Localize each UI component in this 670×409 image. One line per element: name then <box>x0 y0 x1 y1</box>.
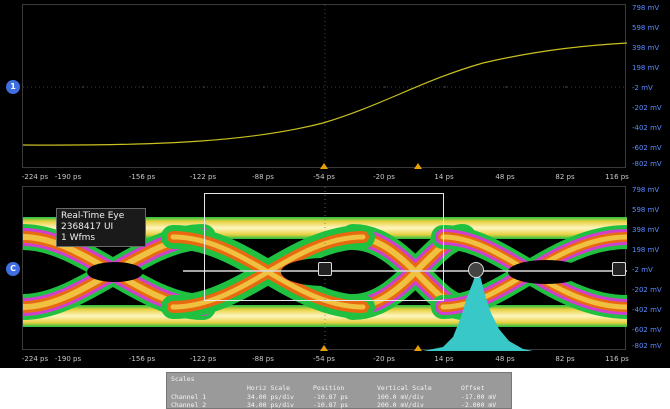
scales-row-ch2: Channel 2 34.00 ps/div -10.87 ps 200.0 m… <box>171 401 511 409</box>
tick: -88 ps <box>252 355 274 363</box>
trigger-marker-bottom[interactable] <box>320 345 328 351</box>
tick: 14 ps <box>434 173 454 181</box>
trigger-marker-top-2[interactable] <box>414 163 422 169</box>
tick: 398 mV <box>632 226 660 234</box>
tick: 48 ps <box>495 355 515 363</box>
tick: -156 ps <box>128 173 156 181</box>
tick: 198 mV <box>632 64 660 72</box>
tick: -224 ps <box>21 173 49 181</box>
tick: 82 ps <box>555 355 575 363</box>
tick: -190 ps <box>54 355 82 363</box>
row-offset: -2.000 mV <box>461 401 497 409</box>
tick: 598 mV <box>632 24 660 32</box>
row-vertical: 200.0 mV/div <box>377 401 424 409</box>
scales-row-ch1: Channel 1 34.00 ps/div -10.87 ps 100.0 m… <box>171 393 511 401</box>
tick: -88 ps <box>252 173 274 181</box>
row-position: -10.87 ps <box>313 393 349 401</box>
jitter-histogram <box>423 269 533 351</box>
tick: -2 mV <box>632 84 653 92</box>
tick: 82 ps <box>555 173 575 181</box>
tick: -602 mV <box>632 144 662 152</box>
eye-label-ui-count: 2368417 UI <box>61 222 114 232</box>
volt-axis-bottom: 798 mV 598 mV 398 mV 198 mV -2 mV -202 m… <box>632 186 670 350</box>
tick: -122 ps <box>189 173 217 181</box>
tick: 798 mV <box>632 186 660 194</box>
cursor-handle-center[interactable] <box>318 262 332 276</box>
tick: -2 mV <box>632 266 653 274</box>
trigger-marker-top[interactable] <box>320 163 328 169</box>
scales-panel: Scales Horiz Scale Position Vertical Sca… <box>166 372 512 409</box>
tick: -224 ps <box>21 355 49 363</box>
zoom-region-box[interactable] <box>204 193 444 301</box>
time-axis-bottom: -224 ps -190 ps -156 ps -122 ps -88 ps -… <box>21 355 629 367</box>
row-position: -10.87 ps <box>313 401 349 409</box>
tick: -20 ps <box>373 355 395 363</box>
cursor-handle-right[interactable] <box>468 262 484 278</box>
scales-title: Scales <box>171 375 195 383</box>
row-horiz: 34.00 ps/div <box>247 393 294 401</box>
volt-axis-top: 798 mV 598 mV 398 mV 198 mV -2 mV -202 m… <box>632 4 670 168</box>
tick: 48 ps <box>495 173 515 181</box>
tick: 116 ps <box>605 355 629 363</box>
row-horiz: 34.00 ps/div <box>247 401 294 409</box>
tick: -54 ps <box>313 173 335 181</box>
tick: -802 mV <box>632 342 662 350</box>
header-offset: Offset <box>461 384 485 392</box>
waveform-pane-top[interactable] <box>22 4 627 169</box>
channel-c-marker[interactable]: C <box>6 262 20 276</box>
tick: 798 mV <box>632 4 660 12</box>
trigger-marker-bottom-2[interactable] <box>414 345 422 351</box>
header-vertical: Vertical Scale <box>377 384 432 392</box>
row-offset: -17.00 mV <box>461 393 497 401</box>
tick: -190 ps <box>54 173 82 181</box>
top-grid <box>23 5 627 169</box>
eye-info-label: Real-Time Eye 2368417 UI 1 Wfms <box>56 208 146 247</box>
tick: 14 ps <box>434 355 454 363</box>
scales-header-row: Horiz Scale Position Vertical Scale Offs… <box>171 384 511 392</box>
eye-diagram-pane[interactable] <box>22 186 627 351</box>
tick: -802 mV <box>632 160 662 168</box>
eye-label-wfms: 1 Wfms <box>61 233 96 243</box>
header-horiz: Horiz Scale <box>247 384 291 392</box>
eye-label-title: Real-Time Eye <box>61 211 125 221</box>
cursor-handle-edge[interactable] <box>612 262 626 276</box>
tick: -602 mV <box>632 326 662 334</box>
tick: 116 ps <box>605 173 629 181</box>
row-name: Channel 1 <box>171 393 207 401</box>
header-position: Position <box>313 384 345 392</box>
time-axis-top: -224 ps -190 ps -156 ps -122 ps -88 ps -… <box>21 173 629 185</box>
row-name: Channel 2 <box>171 401 207 409</box>
tick: 598 mV <box>632 206 660 214</box>
tick: -156 ps <box>128 355 156 363</box>
tick: -122 ps <box>189 355 217 363</box>
tick: -402 mV <box>632 124 662 132</box>
tick: -202 mV <box>632 286 662 294</box>
rising-edge-trace <box>23 42 627 146</box>
row-vertical: 100.0 mV/div <box>377 393 424 401</box>
channel-1-marker[interactable]: 1 <box>6 80 20 94</box>
tick: 398 mV <box>632 44 660 52</box>
tick: -54 ps <box>313 355 335 363</box>
tick: -402 mV <box>632 306 662 314</box>
tick: -202 mV <box>632 104 662 112</box>
eye-diagram <box>23 187 627 351</box>
tick: 198 mV <box>632 246 660 254</box>
oscilloscope-screen: -224 ps -190 ps -156 ps -122 ps -88 ps -… <box>0 0 670 368</box>
tick: -20 ps <box>373 173 395 181</box>
